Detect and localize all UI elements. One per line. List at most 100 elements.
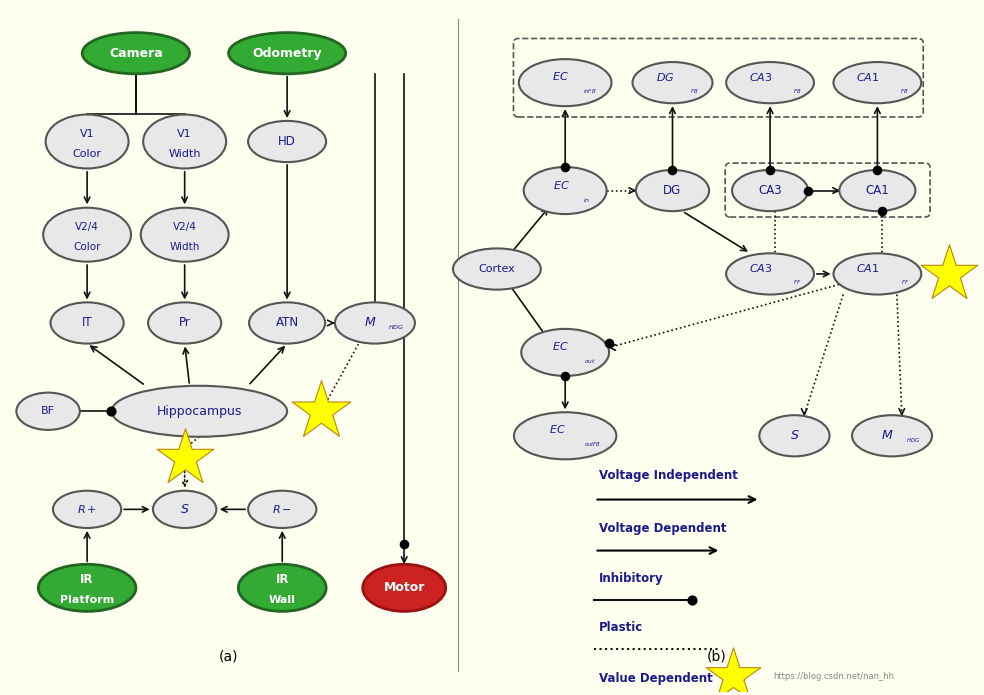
Ellipse shape xyxy=(248,491,317,528)
Text: CA1: CA1 xyxy=(866,184,890,197)
Text: $_{HDG}$: $_{HDG}$ xyxy=(906,436,921,445)
Text: CA3: CA3 xyxy=(759,184,782,197)
Text: Cortex: Cortex xyxy=(478,264,516,274)
Text: Motor: Motor xyxy=(384,581,425,594)
Text: $EC$: $EC$ xyxy=(549,423,566,435)
Text: HD: HD xyxy=(278,135,296,148)
Text: $EC$: $EC$ xyxy=(552,340,569,352)
Text: $_{HDG}$: $_{HDG}$ xyxy=(389,323,404,332)
Point xyxy=(684,594,700,605)
Text: $S$: $S$ xyxy=(790,430,799,442)
Text: $_{out}$: $_{out}$ xyxy=(584,357,595,366)
Text: V1: V1 xyxy=(177,129,192,138)
Text: https://blog.csdn.net/nan_hh: https://blog.csdn.net/nan_hh xyxy=(773,671,894,680)
Text: $_{in}$: $_{in}$ xyxy=(583,196,590,205)
Ellipse shape xyxy=(238,564,326,612)
Ellipse shape xyxy=(839,170,915,211)
Point xyxy=(725,671,741,682)
Text: Color: Color xyxy=(74,243,100,252)
Ellipse shape xyxy=(732,170,808,211)
Point xyxy=(397,538,412,549)
Ellipse shape xyxy=(153,491,216,528)
Point xyxy=(601,337,617,348)
Point xyxy=(177,452,193,464)
Ellipse shape xyxy=(633,62,712,104)
Text: Width: Width xyxy=(168,149,201,159)
Text: $S$: $S$ xyxy=(180,503,190,516)
Text: $_{FB}$: $_{FB}$ xyxy=(793,87,802,96)
Text: $R+$: $R+$ xyxy=(77,503,97,516)
Text: Plastic: Plastic xyxy=(599,621,644,634)
Text: $CA3$: $CA3$ xyxy=(749,262,772,274)
Text: $EC$: $EC$ xyxy=(553,179,570,190)
Text: $DG$: $DG$ xyxy=(656,71,675,83)
Text: IR: IR xyxy=(81,573,93,585)
Ellipse shape xyxy=(726,254,814,295)
Point xyxy=(800,185,816,196)
Ellipse shape xyxy=(519,59,611,106)
Text: $M$: $M$ xyxy=(364,316,376,329)
Point xyxy=(557,161,573,172)
Point xyxy=(870,165,886,176)
Ellipse shape xyxy=(53,491,121,528)
Text: V1: V1 xyxy=(80,129,94,138)
Text: IT: IT xyxy=(82,316,92,329)
Text: Wall: Wall xyxy=(269,595,295,605)
Text: Width: Width xyxy=(169,243,200,252)
Ellipse shape xyxy=(833,254,921,295)
Text: $CA1$: $CA1$ xyxy=(856,71,880,83)
Text: Platform: Platform xyxy=(60,595,114,605)
Point xyxy=(557,370,573,382)
Text: $_{inFB}$: $_{inFB}$ xyxy=(583,87,596,96)
Text: $EC$: $EC$ xyxy=(552,70,569,82)
Ellipse shape xyxy=(523,167,607,214)
Ellipse shape xyxy=(636,170,709,211)
Ellipse shape xyxy=(248,121,326,162)
Ellipse shape xyxy=(38,564,136,612)
Ellipse shape xyxy=(833,62,921,104)
Ellipse shape xyxy=(453,248,541,290)
Point xyxy=(763,165,778,176)
Text: $R-$: $R-$ xyxy=(273,503,292,516)
Ellipse shape xyxy=(363,564,446,612)
Text: $_{FB}$: $_{FB}$ xyxy=(900,87,909,96)
Text: DG: DG xyxy=(663,184,682,197)
Ellipse shape xyxy=(50,302,124,343)
Text: (a): (a) xyxy=(218,650,238,664)
Text: $CA3$: $CA3$ xyxy=(749,71,772,83)
Point xyxy=(313,406,329,417)
Ellipse shape xyxy=(249,302,325,343)
Point xyxy=(103,406,119,417)
Ellipse shape xyxy=(43,208,131,261)
Text: $_{outFB}$: $_{outFB}$ xyxy=(584,440,601,449)
Text: IR: IR xyxy=(276,573,289,585)
Ellipse shape xyxy=(522,329,609,376)
Text: (b): (b) xyxy=(707,650,726,664)
Point xyxy=(941,268,956,279)
Text: Odometry: Odometry xyxy=(252,47,322,60)
Text: $_{FB}$: $_{FB}$ xyxy=(690,87,699,96)
Text: Value Dependent: Value Dependent xyxy=(599,671,713,685)
Text: Voltage Dependent: Voltage Dependent xyxy=(599,523,727,535)
Ellipse shape xyxy=(760,415,830,457)
Ellipse shape xyxy=(45,115,129,168)
Text: Inhibitory: Inhibitory xyxy=(599,571,664,584)
Ellipse shape xyxy=(141,208,228,261)
Ellipse shape xyxy=(144,115,226,168)
Text: Pr: Pr xyxy=(179,316,191,329)
Ellipse shape xyxy=(148,302,221,343)
Text: V2/4: V2/4 xyxy=(75,222,99,232)
Ellipse shape xyxy=(726,62,814,104)
Point xyxy=(875,206,891,217)
Text: Voltage Independent: Voltage Independent xyxy=(599,468,738,482)
Ellipse shape xyxy=(111,386,287,436)
Ellipse shape xyxy=(514,412,616,459)
Point xyxy=(664,165,680,176)
Text: Camera: Camera xyxy=(109,47,162,60)
Text: $M$: $M$ xyxy=(881,430,893,442)
Text: V2/4: V2/4 xyxy=(173,222,197,232)
Text: ATN: ATN xyxy=(276,316,299,329)
Text: $_{FF}$: $_{FF}$ xyxy=(793,278,802,287)
Ellipse shape xyxy=(335,302,415,343)
Ellipse shape xyxy=(83,33,190,74)
